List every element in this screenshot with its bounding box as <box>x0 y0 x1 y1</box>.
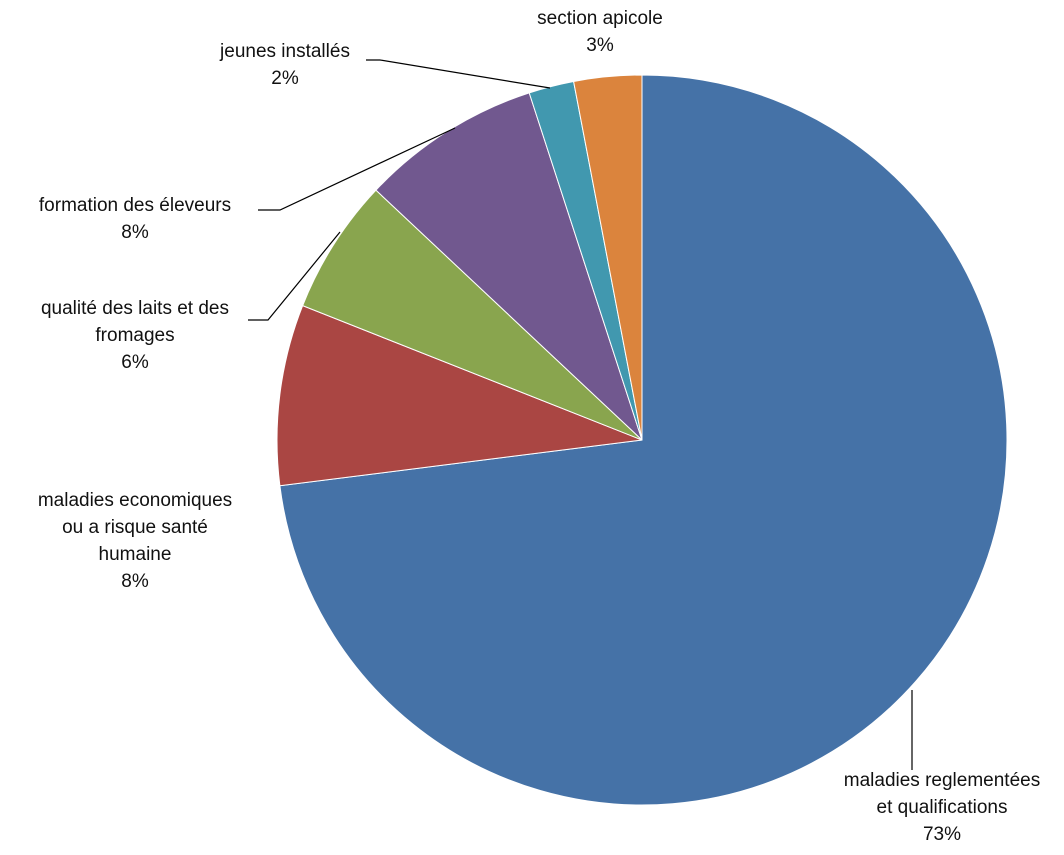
label-line: maladies economiques <box>37 490 233 511</box>
label-line: fromages <box>95 325 175 346</box>
label-maladies-economiques: maladies economiques ou a risque santé h… <box>0 487 270 595</box>
label-percent: 2% <box>271 68 299 89</box>
label-section-apicole: section apicole 3% <box>510 5 690 59</box>
label-line: section apicole <box>537 8 663 29</box>
pie-slice-qualite-laits <box>301 189 643 441</box>
pie-slice-maladies-reglementees <box>279 74 1008 806</box>
label-line: maladies reglementées <box>843 770 1041 791</box>
leader-line-jeunes-installes <box>366 59 551 89</box>
leader-line-formation-eleveurs <box>258 127 456 211</box>
label-line: et qualifications <box>876 797 1008 818</box>
label-percent: 3% <box>586 35 614 56</box>
label-maladies-reglementees: maladies reglementées et qualifications … <box>822 767 1062 848</box>
label-line: qualité des laits et des <box>40 298 229 319</box>
label-percent: 8% <box>121 222 149 243</box>
label-percent: 73% <box>922 824 962 845</box>
pie-slice-maladies-economiques <box>276 304 643 487</box>
label-line: ou a risque santé <box>62 517 208 538</box>
label-line: formation des éleveurs <box>38 195 232 216</box>
label-line: jeunes installés <box>220 41 350 62</box>
label-jeunes-installes: jeunes installés 2% <box>190 38 380 92</box>
leader-line-qualite-laits <box>248 231 341 321</box>
label-line: humaine <box>98 544 172 565</box>
label-formation-eleveurs: formation des éleveurs 8% <box>5 192 265 246</box>
label-qualite-laits: qualité des laits et des fromages 6% <box>5 295 265 376</box>
pie-slice-section-apicole <box>573 74 643 441</box>
label-percent: 6% <box>121 352 149 373</box>
label-percent: 8% <box>121 571 149 592</box>
